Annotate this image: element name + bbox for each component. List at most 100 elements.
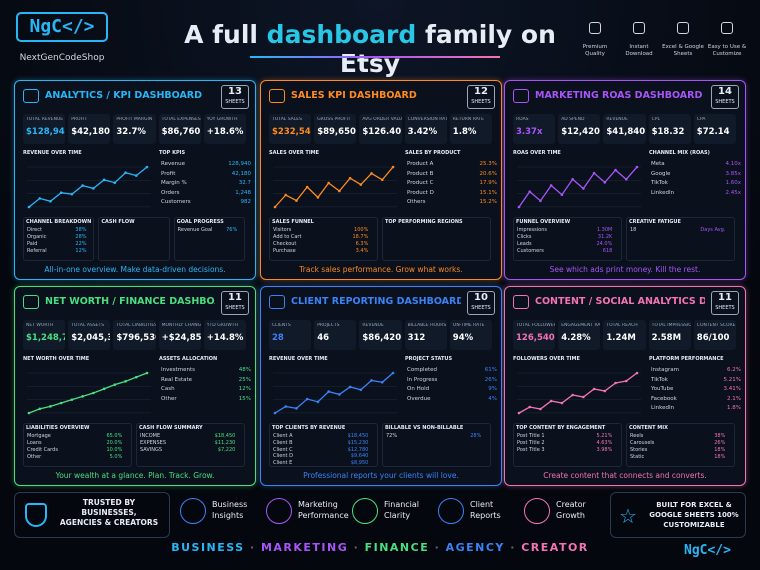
side-item-label: Other xyxy=(161,395,177,402)
trend-point xyxy=(316,196,320,199)
kpi-card xyxy=(693,114,736,144)
trend-point xyxy=(81,184,84,187)
side-title: TOP KPIS xyxy=(159,150,186,156)
footer-icon xyxy=(438,498,464,524)
section-item-label: Visitors xyxy=(273,227,292,233)
sheets-label: SHEETS xyxy=(471,305,491,311)
side-item-label: Revenue xyxy=(161,161,185,167)
kpi-label: RETURN RATE xyxy=(452,117,484,122)
trend-point xyxy=(102,387,106,391)
section-item-value: 76% xyxy=(226,227,238,233)
panel-title: CONTENT / SOCIAL ANALYTICS DASHBOARD xyxy=(535,296,705,307)
section-item-label: Client A xyxy=(273,433,293,439)
kpi-card xyxy=(449,114,492,144)
trend-point xyxy=(614,168,617,172)
section-item-label: SAVINGS xyxy=(140,447,163,453)
section-item-value: 18% xyxy=(714,454,726,460)
side-item-value: 4% xyxy=(488,395,497,402)
section-item-label: Client D xyxy=(273,453,293,460)
section-item-label: Mortgage xyxy=(27,433,51,439)
section-title: LIABILITIES OVERVIEW xyxy=(26,425,90,431)
kpi-value: $12,420 xyxy=(561,127,600,137)
trend-point xyxy=(338,189,341,193)
kpi-card xyxy=(158,114,201,144)
trend-chart xyxy=(27,165,151,209)
side-item-label: Product A xyxy=(407,161,434,167)
section-title: TOP CLIENTS BY REVENUE xyxy=(272,425,346,431)
side-item-label: Investments xyxy=(161,367,196,373)
kpi-label: GROSS PROFIT xyxy=(317,117,351,122)
panel-icon xyxy=(23,89,39,103)
kpi-value: 3.42% xyxy=(407,127,438,137)
kpi-card xyxy=(269,114,312,144)
section-item-value: 1.30M xyxy=(596,227,613,233)
kpi-value: 312 xyxy=(407,333,426,343)
kpi-value: 86/100 xyxy=(696,333,730,343)
section-box xyxy=(136,423,245,467)
side-item-value: 61% xyxy=(484,367,497,373)
section-item-label: 72% xyxy=(386,433,398,439)
section-item-value: $18,450 xyxy=(347,433,369,439)
headline-part: family on Etsy xyxy=(339,20,556,78)
kpi-label: CONTENT SCORE xyxy=(696,323,736,328)
kpi-card xyxy=(68,320,111,350)
kpi-label: YOY GROWTH xyxy=(206,117,238,122)
side-item-value: 6.2% xyxy=(727,367,741,373)
kpi-card xyxy=(158,320,201,350)
section-item-label: 18 xyxy=(630,227,637,233)
section-item-value: $12,780 xyxy=(347,446,369,453)
section-item-label: Clicks xyxy=(517,234,532,240)
kpi-card xyxy=(203,320,246,350)
section-item-value: 4.63% xyxy=(596,440,613,446)
trend-point xyxy=(592,387,596,391)
chart-title: FOLLOWERS OVER TIME xyxy=(513,356,580,362)
trend-chart xyxy=(517,165,641,209)
sheets-box xyxy=(711,85,739,109)
side-item-label: Product C xyxy=(407,180,434,186)
section-title: CREATIVE FATIGUE xyxy=(629,219,681,225)
trend-point xyxy=(27,411,31,415)
kpi-label: PROJECTS xyxy=(317,323,340,328)
side-title: PROJECT STATUS xyxy=(405,356,453,362)
side-item-label: LinkedIn xyxy=(651,189,675,196)
trend-point xyxy=(327,181,330,185)
kpi-card xyxy=(68,114,111,144)
kpi-label: TOTAL EXPENSES xyxy=(161,117,201,122)
kpi-value: $42,180 xyxy=(71,127,110,137)
side-item-value: 9% xyxy=(488,386,497,392)
sheets-count: 11 xyxy=(228,292,242,303)
trend-point xyxy=(359,183,363,186)
kpi-card xyxy=(513,320,556,350)
kpi-label: AD SPEND xyxy=(561,117,585,122)
kpi-value: +$24,850 xyxy=(161,333,201,343)
kpi-card xyxy=(558,114,601,144)
kpi-label: TOTAL ASSETS xyxy=(71,323,105,328)
kpi-value: +14.8% xyxy=(206,333,244,343)
kpi-label: MONTHLY CHANGE xyxy=(161,323,201,328)
kpi-card xyxy=(359,320,402,350)
trend-point xyxy=(49,405,52,408)
separator: · xyxy=(504,541,522,554)
built-box: ☆ BUILT FOR EXCEL & GOOGLE SHEETS 100% C… xyxy=(610,492,746,538)
sheets-box xyxy=(467,85,495,109)
section-item-value: 10.0% xyxy=(106,447,123,453)
side-item-value: 982 xyxy=(240,199,252,205)
trend-point xyxy=(316,400,320,404)
trend-point xyxy=(92,391,95,395)
side-item-value: 3.85x xyxy=(725,170,741,177)
section-item-label: Carousels xyxy=(630,440,655,446)
trend-point xyxy=(284,405,288,408)
trend-point xyxy=(549,184,553,187)
kpi-card xyxy=(314,114,357,144)
kpi-label: YTD GROWTH xyxy=(206,323,238,328)
trend-point xyxy=(38,407,42,411)
section-item-value: 65.0% xyxy=(106,433,123,439)
section-item-value: 28% xyxy=(470,433,482,439)
section-box xyxy=(269,217,378,261)
sheets-label: SHEETS xyxy=(471,99,491,105)
trend-point xyxy=(539,199,542,203)
kpi-card xyxy=(113,114,156,144)
footer-icon xyxy=(266,498,292,524)
side-item-label: Margin % xyxy=(161,180,187,186)
section-item-label: Post Title 3 xyxy=(517,447,545,453)
